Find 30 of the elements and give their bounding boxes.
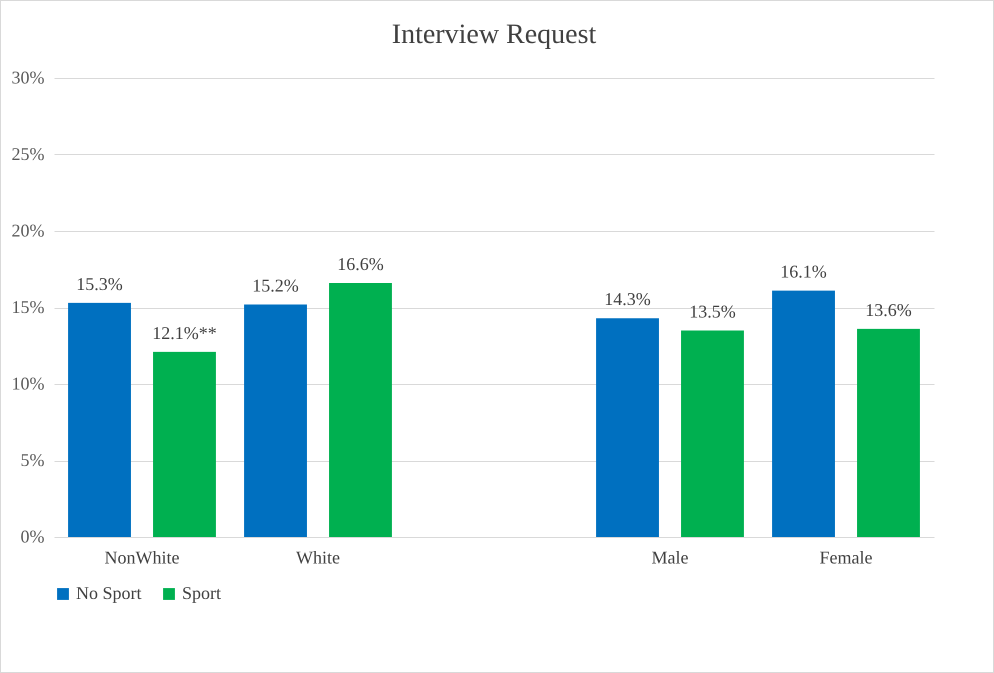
bar (681, 330, 744, 537)
data-label: 14.3% (604, 289, 651, 310)
data-label: 15.2% (252, 275, 299, 296)
bar (153, 352, 216, 537)
bar (329, 283, 392, 537)
legend-label: No Sport (76, 583, 142, 603)
x-tick-label: White (296, 548, 340, 568)
bar (68, 302, 131, 537)
x-tick-label: NonWhite (104, 548, 180, 568)
data-label: 16.6% (337, 254, 384, 274)
data-label: 15.3% (76, 274, 123, 294)
y-tick-label: 25% (12, 144, 44, 164)
data-label: 13.6% (865, 300, 912, 320)
bar (857, 328, 920, 537)
y-tick-label: 10% (12, 374, 44, 394)
y-tick-label: 30% (12, 68, 44, 88)
y-tick-label: 20% (12, 220, 44, 240)
bar (244, 304, 307, 537)
bar (596, 318, 659, 537)
y-tick-label: 15% (12, 297, 44, 317)
data-label: 12.1%** (152, 322, 217, 343)
legend-label: Sport (182, 583, 222, 603)
data-label: 16.1% (780, 262, 827, 282)
y-tick-label: 5% (20, 450, 44, 470)
data-label: 13.5% (689, 301, 736, 322)
bar (772, 290, 835, 537)
x-tick-label: Female (820, 548, 872, 568)
x-tick-label: Male (652, 548, 689, 568)
y-tick-label: 0% (20, 526, 44, 546)
chart-title: Interview Request (392, 19, 596, 50)
